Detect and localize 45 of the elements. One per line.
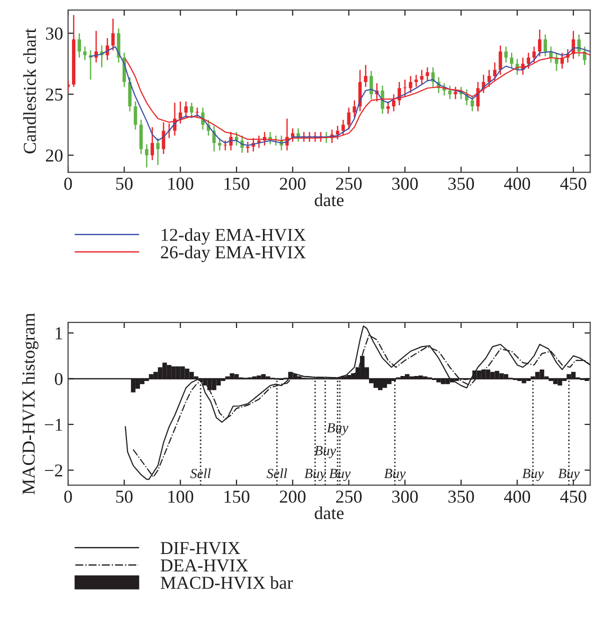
x-axis-title: date [314, 506, 344, 520]
legend-label: 12-day EMA-HVIX [162, 228, 306, 245]
x-axis-title: date [314, 194, 344, 206]
annotation: Sell [190, 468, 211, 478]
x-tick-label: 350 [448, 490, 474, 503]
annotation: Buy [304, 468, 326, 482]
y-tick-label: 0 [54, 372, 63, 386]
y-tick-label: 25 [46, 88, 63, 101]
x-tick-label: 150 [224, 490, 250, 503]
x-tick-label: 50 [116, 490, 133, 503]
x-tick-label: 300 [392, 490, 418, 503]
x-tick-label: 250 [336, 178, 362, 190]
annotation: Buy [384, 468, 406, 482]
x-tick-label: 250 [336, 490, 362, 503]
x-tick-label: 150 [224, 178, 250, 190]
x-tick-label: 350 [448, 178, 474, 190]
x-tick-label: 0 [64, 490, 72, 503]
annotation: Buy [326, 423, 348, 436]
x-tick-label: 100 [168, 490, 194, 503]
annotation: Sell [266, 468, 288, 478]
y-tick-label: 20 [46, 149, 63, 162]
x-tick-label: 450 [560, 490, 586, 503]
y-axis-title: MACD-HVIX histogram [22, 313, 38, 494]
x-tick-label: 400 [504, 178, 530, 190]
x-tick-label: 300 [392, 178, 418, 190]
legend-label: 26-day EMA-HVIX [160, 246, 306, 262]
x-tick-label: 450 [560, 178, 586, 190]
x-tick-label: 0 [64, 178, 72, 190]
annotation: Buy [558, 468, 580, 482]
y-axis-title: Candlestick chart [23, 28, 36, 154]
y-tick-label: 1 [56, 327, 62, 340]
annotation: Buy [329, 468, 351, 482]
x-tick-label: 200 [280, 490, 306, 503]
x-tick-label: 400 [504, 490, 530, 503]
annotation: Buy [522, 468, 544, 482]
y-tick-label: −2 [44, 464, 62, 476]
x-tick-label: 50 [116, 178, 133, 190]
x-tick-label: 200 [280, 178, 306, 190]
x-tick-label: 100 [168, 178, 194, 190]
legend-label: DIF-HVIX [160, 542, 240, 554]
y-tick-label: 30 [46, 28, 63, 40]
y-tick-label: −1 [44, 418, 62, 431]
legend-label: DEA-HVIX [160, 559, 248, 572]
annotation: Buy [314, 446, 336, 458]
legend-label: MACD-HVIX bar [160, 576, 293, 589]
